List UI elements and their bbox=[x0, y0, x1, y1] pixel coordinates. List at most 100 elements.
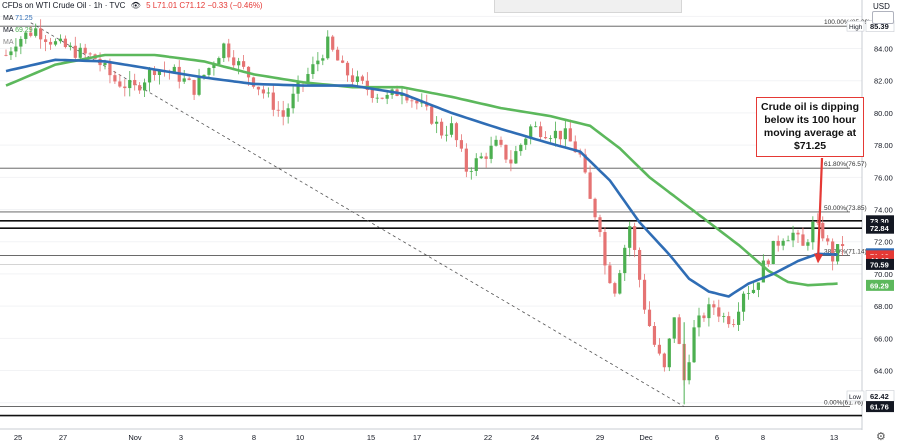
candle-body bbox=[717, 307, 721, 317]
candle-body bbox=[39, 28, 43, 40]
candle-body bbox=[464, 148, 468, 172]
moving-averages bbox=[5, 53, 838, 298]
ma-legend-3[interactable]: MA bbox=[3, 39, 14, 46]
candle-body bbox=[157, 69, 162, 75]
candle-body bbox=[642, 279, 647, 310]
price-tag-box bbox=[866, 222, 894, 234]
candle-body bbox=[568, 128, 572, 142]
price-tag-low: Low bbox=[846, 390, 865, 402]
candle-body bbox=[380, 97, 384, 99]
candle-body bbox=[440, 121, 444, 136]
candle-body bbox=[370, 89, 374, 99]
candle-body bbox=[593, 198, 597, 218]
x-tick-label: 8 bbox=[252, 433, 256, 442]
price-tag: 72.84 bbox=[866, 222, 894, 234]
callout-arrow bbox=[814, 157, 824, 264]
candle-body bbox=[345, 62, 350, 76]
candle-body bbox=[494, 139, 498, 146]
candle-body bbox=[68, 45, 72, 48]
candle-body bbox=[727, 316, 731, 325]
candle-body bbox=[29, 32, 33, 36]
y-tick-label: 76.00 bbox=[874, 173, 893, 182]
candle-body bbox=[355, 76, 360, 82]
candle-body bbox=[791, 232, 795, 241]
candle-body bbox=[771, 240, 775, 265]
candle-body bbox=[499, 139, 503, 145]
candle-body bbox=[350, 75, 355, 82]
candle-body bbox=[657, 344, 661, 354]
candle-body bbox=[509, 159, 513, 164]
symbol-title[interactable]: CFDs on WTI Crude Oil · 1h · TVC bbox=[2, 1, 126, 10]
price-tag-box bbox=[866, 215, 894, 227]
price-tag: 73.30 bbox=[866, 215, 894, 227]
candle-body bbox=[118, 81, 122, 87]
candle-body bbox=[459, 140, 463, 149]
x-tick-label: 25 bbox=[14, 433, 22, 442]
candle-body bbox=[34, 28, 38, 36]
candle-body bbox=[821, 222, 825, 239]
candle-body bbox=[14, 46, 18, 52]
candle-body bbox=[400, 94, 404, 97]
candle-body bbox=[667, 338, 671, 368]
candle-body bbox=[306, 74, 310, 83]
ma-legend-2[interactable]: MA 69.29 bbox=[3, 27, 33, 34]
candle-body bbox=[702, 315, 706, 319]
y-tick-label: 82.00 bbox=[874, 77, 893, 86]
candle-body bbox=[836, 244, 840, 262]
y-tick-label: 74.00 bbox=[874, 206, 893, 215]
fibonacci-levels: 100.00%(85.39)61.80%(76.57)50.00%(73.85)… bbox=[0, 19, 870, 408]
currency-button[interactable] bbox=[872, 11, 894, 24]
candle-body bbox=[138, 85, 142, 91]
candle-body bbox=[256, 86, 261, 90]
candle-body bbox=[633, 226, 637, 250]
candle-body bbox=[128, 79, 132, 89]
ma-legend-1[interactable]: MA 71.25 bbox=[3, 15, 33, 22]
candle-body bbox=[652, 326, 657, 345]
candle-body bbox=[152, 69, 157, 75]
price-tag-label: High bbox=[849, 24, 863, 31]
candle-body bbox=[405, 94, 409, 101]
candle-body bbox=[143, 82, 147, 91]
candle-body bbox=[192, 79, 196, 95]
x-tick-label: 24 bbox=[531, 433, 539, 442]
candle-body bbox=[435, 121, 439, 124]
eye-icon[interactable]: 👁 bbox=[130, 1, 141, 10]
candle-body bbox=[484, 156, 488, 159]
fib-label: 0.00%(61.76) bbox=[824, 400, 863, 407]
gear-icon[interactable]: ⚙ bbox=[876, 431, 886, 443]
candle-body bbox=[291, 93, 295, 109]
y-tick-label: 64.00 bbox=[874, 367, 893, 376]
candle-body bbox=[628, 226, 632, 248]
candle-body bbox=[529, 126, 533, 139]
candle-body bbox=[489, 145, 493, 159]
candle-body bbox=[811, 221, 815, 243]
top-overlay-box bbox=[494, 0, 682, 13]
candle-body bbox=[672, 317, 676, 339]
candle-body bbox=[202, 74, 206, 78]
arrow-shaft bbox=[816, 157, 824, 262]
candle-body bbox=[4, 54, 8, 56]
arrow-head bbox=[814, 253, 823, 264]
candle-body bbox=[197, 77, 201, 95]
candle-body bbox=[48, 41, 53, 45]
candle-body bbox=[88, 53, 92, 55]
price-tag-box bbox=[866, 279, 894, 291]
candle-body bbox=[504, 144, 508, 160]
candle-body bbox=[826, 238, 830, 242]
candle-body bbox=[365, 80, 369, 90]
candle-body bbox=[761, 260, 765, 283]
candle-body bbox=[187, 78, 191, 80]
candle-body bbox=[647, 309, 652, 327]
candle-body bbox=[712, 304, 716, 308]
candle-body bbox=[58, 38, 63, 42]
candle-body bbox=[63, 38, 67, 48]
candle-body bbox=[420, 102, 424, 104]
candle-body bbox=[212, 64, 216, 69]
x-tick-label: 22 bbox=[484, 433, 492, 442]
candle-body bbox=[172, 66, 176, 72]
x-tick-label: Dec bbox=[639, 433, 653, 442]
candle-body bbox=[751, 289, 756, 293]
candle-body bbox=[286, 108, 290, 117]
candle-body bbox=[266, 92, 270, 94]
